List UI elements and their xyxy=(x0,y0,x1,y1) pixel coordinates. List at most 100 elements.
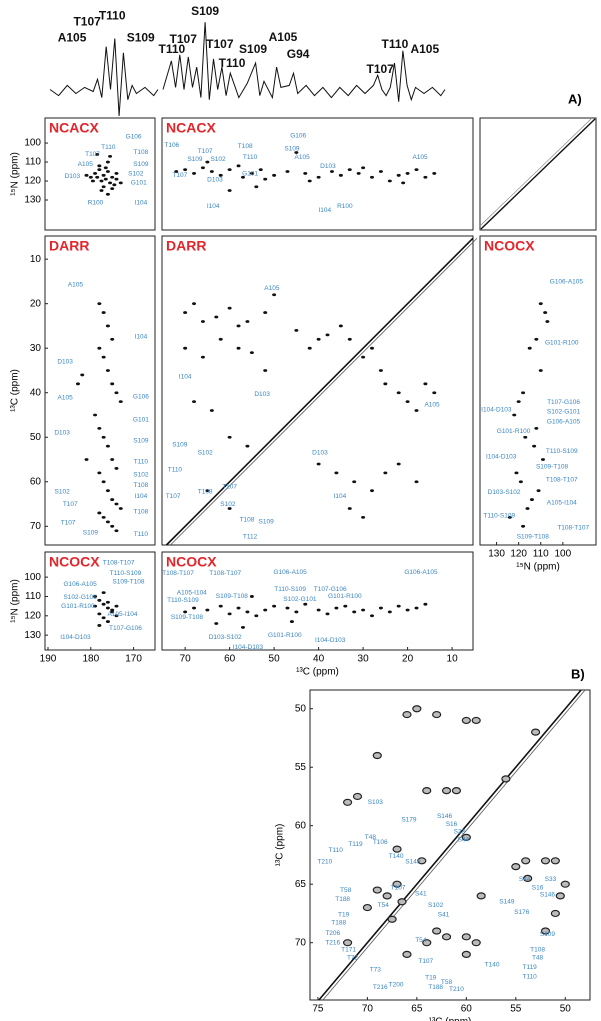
peak xyxy=(263,177,268,181)
panel-frame xyxy=(309,689,591,1001)
assignment-label: I104 xyxy=(207,203,220,210)
peak xyxy=(352,792,363,801)
peak xyxy=(402,950,412,958)
peak xyxy=(110,458,115,461)
assignment-label: S102 xyxy=(128,171,144,178)
assignment-label: S146 xyxy=(437,813,453,820)
peak xyxy=(383,471,388,475)
peak xyxy=(476,892,486,900)
assignment-label: G106 xyxy=(126,133,142,140)
assignment-label: T48 xyxy=(532,955,544,962)
peak xyxy=(432,172,437,175)
x-tick-label: 190 xyxy=(40,654,57,665)
peak xyxy=(383,382,388,386)
assignment-label: G101-R100 xyxy=(268,632,302,639)
x-tick-label: 50 xyxy=(560,1004,572,1015)
peak xyxy=(272,293,277,297)
spectrum-trace xyxy=(49,38,159,117)
assignment-label: T19 xyxy=(425,974,437,981)
y-axis-label: ¹³C (ppm) xyxy=(275,824,286,867)
peak xyxy=(392,880,402,888)
y-tick-label: 40 xyxy=(30,387,42,398)
y-tick-label: 100 xyxy=(24,572,41,583)
x-axis-label: ¹³C (ppm) xyxy=(296,667,339,678)
assignment-label: T140 xyxy=(485,962,500,969)
peak xyxy=(432,710,442,719)
peak xyxy=(521,524,526,528)
assignment-label: S109 xyxy=(133,438,149,445)
peak xyxy=(227,189,232,192)
peak xyxy=(347,168,352,172)
assignment-label: A105-I104 xyxy=(107,611,137,618)
y-axis-label: ¹³C (ppm) xyxy=(10,369,21,412)
peak xyxy=(294,151,299,154)
peak xyxy=(105,600,110,604)
y-tick-label: 100 xyxy=(24,138,41,149)
peak xyxy=(392,845,402,853)
peak xyxy=(118,507,123,510)
assignment-label: T210 xyxy=(317,859,332,866)
assignment-label: I104 xyxy=(179,373,192,380)
peak xyxy=(538,369,543,372)
x-tick-label: 75 xyxy=(312,1004,324,1015)
diagonal-line xyxy=(480,118,596,230)
peak xyxy=(370,175,375,179)
assignment-label: T108-T107 xyxy=(103,560,135,567)
assignment-label: G101 xyxy=(242,171,258,178)
peak xyxy=(534,426,539,430)
peak xyxy=(97,511,102,515)
peak xyxy=(518,480,523,484)
x-tick-label: 170 xyxy=(125,654,142,665)
peak xyxy=(307,179,312,183)
diagonal-line xyxy=(170,237,478,546)
assignment-label: G106 xyxy=(290,132,306,139)
peak xyxy=(285,606,290,610)
y-tick-label: 110 xyxy=(25,157,41,168)
peak xyxy=(227,306,232,310)
assignment-label: T216 xyxy=(373,984,388,991)
peak xyxy=(249,172,254,175)
assignment-label: S102 xyxy=(428,902,444,909)
assignment-label: S149 xyxy=(405,859,421,866)
peak xyxy=(352,610,357,614)
diagonal-panel xyxy=(479,117,597,231)
peak xyxy=(108,154,113,158)
assignment-label: G94 xyxy=(287,47,310,61)
peak xyxy=(97,346,102,350)
assignment-label: T110-S109 xyxy=(110,570,142,577)
assignment-label: T188 xyxy=(428,984,443,991)
peak xyxy=(451,787,462,795)
peak xyxy=(105,324,110,328)
peak xyxy=(303,602,308,606)
peak xyxy=(422,939,432,947)
assignment-label: A105 xyxy=(424,401,440,408)
peak xyxy=(338,173,343,177)
assignment-label: A105 xyxy=(78,161,94,168)
x-tick-label: 100 xyxy=(555,549,572,560)
assignment-label: T58 xyxy=(441,979,453,986)
peak xyxy=(105,444,110,448)
peak xyxy=(95,175,100,179)
peak xyxy=(205,608,210,612)
peak xyxy=(461,716,471,725)
assignment-label: I104 xyxy=(319,207,332,214)
peak xyxy=(205,160,210,164)
peak xyxy=(316,608,321,612)
peak xyxy=(396,391,401,395)
peak xyxy=(405,608,410,612)
assignment-label: G106-A105 xyxy=(63,581,97,588)
peak xyxy=(110,498,115,501)
peak xyxy=(249,595,254,598)
assignment-label: G101 xyxy=(133,417,149,424)
assignment-label: S109 xyxy=(239,42,267,56)
peak xyxy=(218,604,223,608)
x-tick-label: 20 xyxy=(402,654,414,665)
assignment-label: T110 xyxy=(382,37,409,51)
peak xyxy=(523,874,533,882)
peak xyxy=(205,489,210,493)
assignment-label: T107 xyxy=(391,884,406,891)
assignment-label: G101-R100 xyxy=(328,593,362,600)
peak xyxy=(263,369,268,372)
assignment-label: T107-G106 xyxy=(109,625,142,632)
peak xyxy=(227,435,232,439)
